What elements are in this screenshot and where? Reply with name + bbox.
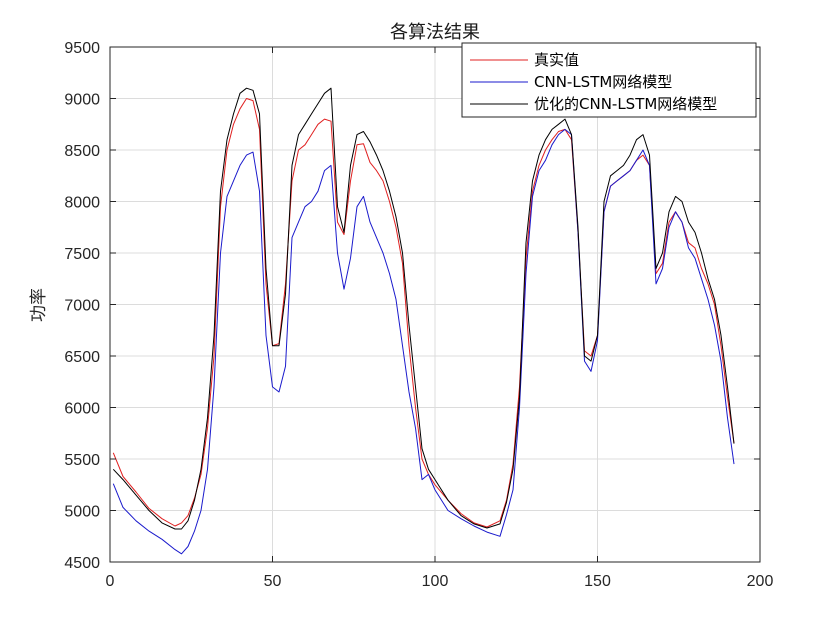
series-lines [112, 87, 735, 555]
grid-lines [109, 46, 761, 563]
x-tick-label: 50 [264, 573, 282, 590]
y-tick-label: 8500 [64, 143, 100, 160]
y-tick-label: 4500 [64, 555, 100, 572]
series-line-2 [112, 128, 735, 555]
x-tick-label: 200 [747, 573, 774, 590]
legend-label-3: 优化的CNN-LSTM网络模型 [534, 95, 717, 113]
x-axis-ticks: 0 50 100 150 200 [106, 47, 774, 590]
y-tick-label: 5000 [64, 504, 100, 521]
y-tick-label: 7000 [64, 298, 100, 315]
x-tick-label: 0 [106, 573, 115, 590]
chart-title: 各算法结果 [390, 22, 480, 43]
x-tick-label: 150 [584, 573, 611, 590]
y-tick-label: 9500 [64, 40, 100, 57]
legend-box [461, 42, 757, 118]
y-tick-label: 6500 [64, 349, 100, 366]
y-tick-label: 6000 [64, 401, 100, 418]
legend-label-2: CNN-LSTM网络模型 [534, 73, 672, 91]
y-tick-label: 8000 [64, 195, 100, 212]
y-tick-label: 9000 [64, 92, 100, 109]
y-axis-label: 功率 [29, 288, 49, 322]
x-tick-label: 100 [422, 573, 449, 590]
legend-label-1: 真实值 [534, 51, 579, 69]
y-axis-ticks: 4500 5000 5500 6000 6500 7000 7500 8000 8500 9000… [64, 40, 760, 572]
series-line-1 [112, 98, 735, 528]
series-line-3 [112, 87, 735, 530]
y-tick-label: 7500 [64, 246, 100, 263]
y-tick-label: 5500 [64, 452, 100, 469]
